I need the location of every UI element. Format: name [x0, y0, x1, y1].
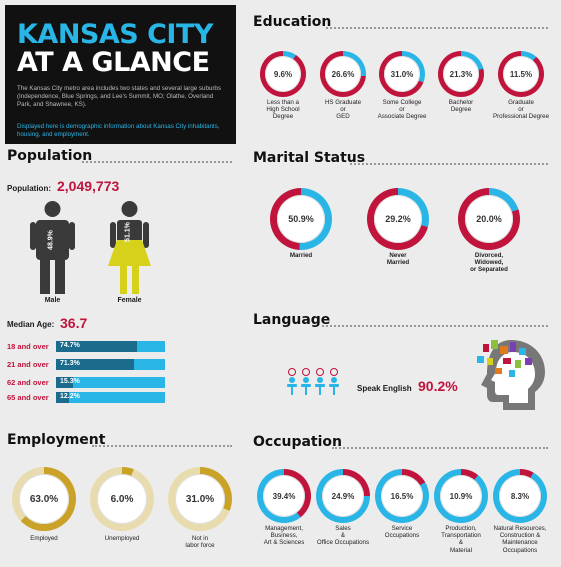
marital-label: Never Married — [386, 252, 410, 267]
head-profile-icon — [477, 340, 545, 410]
employment-label: Unemployed — [104, 535, 140, 542]
age-bar-value: 15.3% — [60, 378, 80, 385]
age-bar-fill — [56, 377, 73, 388]
marital-divider — [350, 163, 548, 165]
employment-ring: 63.0% — [12, 467, 76, 531]
education-value: 31.0% — [384, 56, 420, 92]
marital-ring: 50.9% — [270, 188, 332, 250]
speak-english-label: Speak English — [357, 384, 412, 393]
employment-value: 6.0% — [97, 474, 147, 524]
education-label: Graduate or Professional Degree — [492, 99, 550, 121]
education-ring: 9.6% — [260, 51, 306, 97]
education-value: 21.3% — [443, 56, 479, 92]
title-line-1: KANSAS CITY — [17, 19, 213, 50]
occupation-label: Management, Business, Art & Sciences — [263, 525, 305, 547]
education-ring: 26.6% — [320, 51, 366, 97]
occupation-divider — [332, 447, 548, 449]
employment-ring: 31.0% — [168, 467, 232, 531]
occupation-ring: 16.5% — [375, 469, 429, 523]
education-label: Bachelor Degree — [448, 99, 474, 114]
occupation-heading: Occupation — [253, 434, 343, 450]
education-value: 9.6% — [265, 56, 301, 92]
occupation-value: 16.5% — [381, 475, 423, 517]
marital-label: Divorced, Widowed, or Separated — [470, 252, 508, 274]
age-bar-fill — [56, 392, 70, 403]
marital-value: 20.0% — [465, 195, 513, 243]
population-heading: Population — [7, 148, 93, 164]
language-divider — [322, 325, 548, 327]
occupation-value: 10.9% — [440, 475, 482, 517]
education-ring: 11.5% — [498, 51, 544, 97]
marital-label: Married — [289, 252, 313, 259]
speak-english-value: 90.2% — [418, 378, 458, 394]
occupation-label: Production, Transportation & Material — [441, 525, 481, 554]
age-bar-track: 12.2% — [56, 392, 165, 403]
marital-value: 29.2% — [374, 195, 422, 243]
female-figure-icon: 51.1% — [108, 201, 151, 294]
education-value: 11.5% — [503, 56, 539, 92]
education-ring: 31.0% — [379, 51, 425, 97]
population-label: Population: — [7, 184, 51, 193]
employment-label: Not in labor force — [185, 535, 215, 550]
occupation-ring: 24.9% — [316, 469, 370, 523]
intro-text-2: Displayed here is demographic informatio… — [17, 123, 220, 138]
age-bar-track: 74.7% — [56, 341, 165, 352]
male-label: Male — [44, 297, 61, 304]
occupation-ring: 8.3% — [493, 469, 547, 523]
age-bar-label: 62 and over — [7, 378, 49, 387]
education-divider — [326, 27, 548, 29]
employment-label: Employed — [30, 535, 58, 542]
people-icon — [287, 368, 339, 395]
age-bar-track: 15.3% — [56, 377, 165, 388]
occupation-value: 8.3% — [499, 475, 541, 517]
age-bar-label: 18 and over — [7, 342, 49, 351]
education-label: HS Graduate or GED — [324, 99, 362, 121]
occupation-value: 39.4% — [263, 475, 305, 517]
education-value: 26.6% — [325, 56, 361, 92]
age-bar-track: 71.3% — [56, 359, 165, 370]
education-label: Some College or Associate Degree — [377, 99, 427, 121]
female-percent: 51.1% — [125, 221, 132, 242]
age-bar-label: 65 and over — [7, 393, 49, 402]
marital-ring: 29.2% — [367, 188, 429, 250]
occupation-label: Service Occupations — [384, 525, 420, 540]
education-heading: Education — [253, 14, 332, 30]
population-value: 2,049,773 — [57, 178, 120, 194]
marital-ring: 20.0% — [458, 188, 520, 250]
age-bar-fill — [56, 341, 138, 352]
title-line-2: AT A GLANCE — [17, 47, 210, 78]
age-bar-label: 21 and over — [7, 360, 49, 369]
marital-heading: Marital Status — [253, 150, 366, 166]
education-ring: 21.3% — [438, 51, 484, 97]
intro-text: The Kansas City metro area includes two … — [17, 85, 221, 108]
occupation-value: 24.9% — [322, 475, 364, 517]
occupation-ring: 10.9% — [434, 469, 488, 523]
female-label: Female — [117, 297, 142, 304]
language-heading: Language — [253, 312, 331, 328]
median-age-label: Median Age: — [7, 320, 55, 329]
age-bar-value: 74.7% — [60, 342, 80, 349]
median-age-value: 36.7 — [60, 315, 88, 331]
employment-heading: Employment — [7, 432, 106, 448]
population-divider — [82, 161, 232, 163]
occupation-ring: 39.4% — [257, 469, 311, 523]
employment-value: 31.0% — [175, 474, 225, 524]
employment-ring: 6.0% — [90, 467, 154, 531]
age-bar-value: 71.3% — [60, 360, 80, 367]
male-figure-icon: 48.9% — [30, 201, 75, 294]
marital-value: 50.9% — [277, 195, 325, 243]
education-label: Less than a High School Degree — [266, 99, 300, 121]
header-banner: KANSAS CITY AT A GLANCE The Kansas City … — [5, 5, 236, 144]
male-percent: 48.9% — [48, 229, 55, 250]
age-bar-fill — [56, 359, 134, 370]
age-bar-value: 12.2% — [60, 393, 80, 400]
occupation-label: Natural Resources, Construction & Maintena… — [493, 525, 547, 554]
employment-value: 63.0% — [19, 474, 69, 524]
employment-divider — [92, 445, 232, 447]
occupation-label: Sales & Office Occupations — [316, 525, 370, 547]
